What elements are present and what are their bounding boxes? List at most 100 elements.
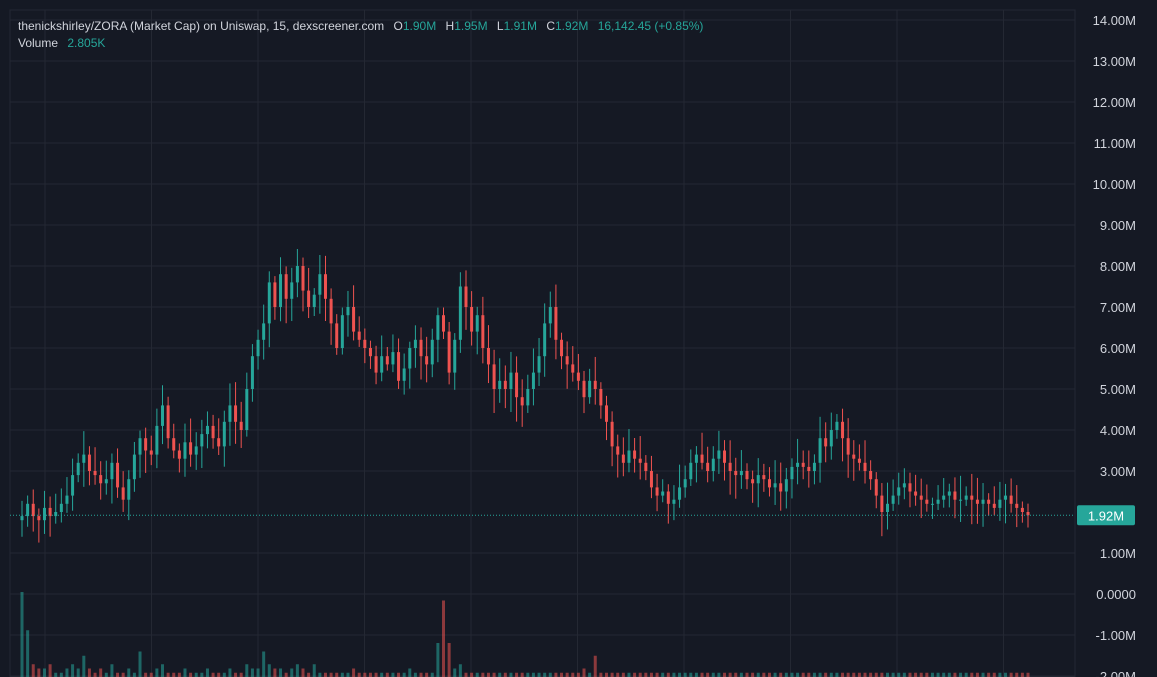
volume-bar — [919, 672, 923, 677]
volume-bar — [683, 672, 687, 677]
y-tick-label: 6.00M — [1100, 341, 1136, 356]
volume-bar — [947, 672, 951, 677]
volume-bar — [481, 672, 485, 677]
candle-body — [234, 405, 238, 422]
candle-body — [700, 454, 704, 463]
candle-body — [138, 438, 142, 455]
candle-body — [767, 479, 771, 488]
y-tick-label: -2.00M — [1096, 669, 1136, 677]
volume-bar — [998, 672, 1002, 677]
chart-grid — [9, 9, 1076, 677]
candle-body — [638, 458, 642, 463]
candle-body — [930, 503, 934, 505]
candle-body — [26, 503, 30, 517]
candle-body — [368, 348, 372, 357]
volume-bar — [874, 672, 878, 677]
volume-bar — [385, 672, 389, 677]
candle-body — [812, 462, 816, 471]
volume-value: 2.805K — [67, 36, 106, 50]
last-price-tag — [1077, 505, 1135, 526]
candle-body — [245, 389, 249, 430]
candle-body — [616, 446, 620, 455]
volume-bar — [992, 672, 996, 677]
volume-bar — [1020, 672, 1024, 677]
volume-bar — [863, 672, 867, 677]
candle-body — [824, 438, 828, 447]
candle-body — [936, 499, 940, 504]
volume-bar — [981, 672, 985, 677]
volume-bar — [1015, 672, 1019, 677]
candle-body — [790, 466, 794, 480]
volume-bar — [706, 672, 710, 677]
volume-bar — [824, 672, 828, 677]
volume-bar — [689, 672, 693, 677]
candle-body — [1026, 512, 1030, 516]
candle-body — [408, 348, 412, 369]
volume-bar — [335, 672, 339, 677]
volume-bar — [711, 672, 715, 677]
candle-body — [723, 450, 727, 463]
volume-bar — [627, 672, 631, 677]
volume-bar — [172, 672, 176, 677]
volume-bar — [402, 672, 406, 677]
volume-bar — [841, 672, 845, 677]
candle-body — [711, 458, 715, 471]
candle-body — [975, 499, 979, 504]
volume-bar — [82, 655, 86, 677]
candle-body — [869, 471, 873, 480]
candle-body — [250, 356, 254, 389]
volume-bar — [852, 672, 856, 677]
volume-bar — [155, 668, 159, 677]
candle-body — [959, 499, 963, 501]
candle-body — [981, 499, 985, 504]
volume-bar — [869, 672, 873, 677]
volume-bar — [486, 672, 490, 677]
candle-body — [796, 462, 800, 467]
candle-body — [908, 483, 912, 492]
volume-bar — [537, 672, 541, 677]
candle-body — [537, 356, 541, 373]
price-axis[interactable]: 14.00M 13.00M 12.00M 11.00M 10.00M 9.00M 8.00M… — [1093, 13, 1136, 677]
candle-body — [71, 475, 75, 496]
candle-body — [953, 491, 957, 500]
volume-bar — [897, 672, 901, 677]
candle-body — [425, 356, 429, 365]
candle-body — [447, 331, 451, 373]
candle-body — [565, 356, 569, 365]
volume-bar — [104, 672, 108, 677]
candle-body — [902, 483, 906, 488]
volume-bar — [245, 664, 249, 677]
volume-bar — [93, 672, 97, 677]
volume-bar — [318, 672, 322, 677]
volume-bar — [498, 672, 502, 677]
volume-bar — [312, 664, 316, 677]
volume-bar — [189, 672, 193, 677]
volume-bar — [812, 672, 816, 677]
y-tick-label: 5.00M — [1100, 382, 1136, 397]
candle-body — [335, 323, 339, 348]
volume-bar — [762, 672, 766, 677]
volume-bar — [779, 672, 783, 677]
candle-body — [728, 462, 732, 471]
volume-bar — [790, 672, 794, 677]
candle-body — [604, 405, 608, 422]
volume-bar — [610, 672, 614, 677]
candle-body — [649, 471, 653, 488]
volume-bar — [796, 672, 800, 677]
volume-bar — [548, 672, 552, 677]
volume-bar — [694, 672, 698, 677]
legend-ohlc-row: thenickshirley/ZORA (Market Cap) on Unis… — [18, 18, 703, 35]
candle-body — [874, 479, 878, 496]
candle-body — [149, 450, 153, 455]
volume-bar — [604, 672, 608, 677]
volume-bar — [380, 672, 384, 677]
candle-body — [942, 495, 946, 500]
candle-body — [964, 495, 968, 500]
candle-body — [380, 356, 384, 373]
candle-body — [841, 421, 845, 439]
volume-bar — [273, 668, 277, 677]
candle-body — [678, 487, 682, 500]
candle-body — [340, 315, 344, 348]
volume-bar — [200, 672, 204, 677]
